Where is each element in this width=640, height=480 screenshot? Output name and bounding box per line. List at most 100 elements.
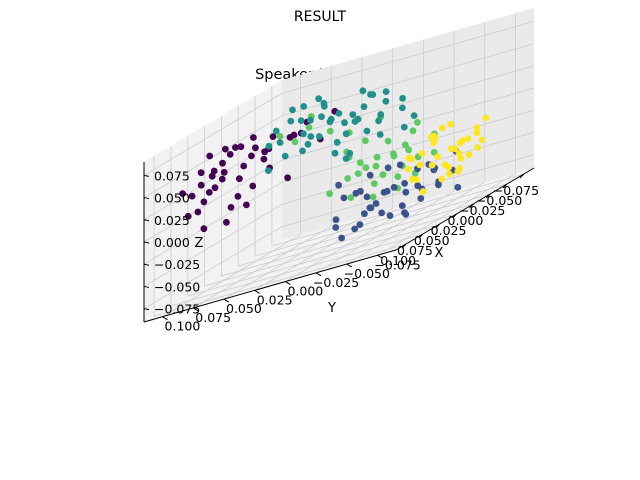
data-point xyxy=(382,88,390,95)
z-grid-line xyxy=(143,20,535,176)
data-point xyxy=(478,136,486,144)
data-point xyxy=(369,193,377,201)
y-tick xyxy=(162,316,168,321)
z-tick xyxy=(143,308,150,311)
axis-labels: −0.075−0.050−0.0250.0000.0250.0500.0750.… xyxy=(154,168,539,333)
y-tick xyxy=(346,263,353,268)
data-point xyxy=(200,198,208,206)
data-point xyxy=(300,103,308,110)
data-point xyxy=(327,115,335,123)
z-grid-line xyxy=(143,154,535,310)
data-point xyxy=(357,187,364,195)
data-point xyxy=(341,119,348,127)
data-point xyxy=(409,127,417,135)
data-point xyxy=(222,145,229,153)
x-grid-line xyxy=(153,156,407,317)
x-axis-line xyxy=(395,167,535,251)
data-point xyxy=(390,183,398,191)
y-grid-line xyxy=(377,13,516,256)
data-point xyxy=(252,144,259,152)
x-grid-line xyxy=(170,146,424,307)
y-grid-line xyxy=(162,74,301,318)
data-point xyxy=(372,162,380,170)
y-tick xyxy=(223,298,230,303)
data-point xyxy=(401,141,409,149)
data-point xyxy=(372,200,380,207)
data-point xyxy=(482,114,490,122)
y-tick-label: −0.075 xyxy=(374,257,420,272)
data-point xyxy=(351,225,359,233)
data-point xyxy=(464,135,472,143)
data-point xyxy=(394,173,402,181)
z-tick xyxy=(143,241,150,244)
data-point xyxy=(197,181,205,189)
data-point xyxy=(456,164,464,172)
data-point xyxy=(290,131,298,139)
data-point xyxy=(428,161,436,169)
x-tick-label: −0.050 xyxy=(476,193,522,208)
data-point xyxy=(234,193,242,200)
data-point xyxy=(445,170,453,178)
z-tick xyxy=(143,174,150,177)
data-point xyxy=(454,183,462,191)
z-grid-line xyxy=(143,43,535,198)
z-tick-label: −0.050 xyxy=(154,279,200,294)
data-point xyxy=(376,131,384,138)
data-point xyxy=(434,153,442,161)
x-grid-line xyxy=(237,106,491,267)
data-point xyxy=(307,133,315,140)
data-point xyxy=(384,137,392,145)
data-point xyxy=(332,216,340,224)
data-point xyxy=(232,144,239,151)
data-point xyxy=(349,111,357,118)
scatter-points xyxy=(179,87,490,242)
data-point xyxy=(332,224,340,231)
data-point xyxy=(375,117,382,125)
data-point xyxy=(210,167,218,175)
data-point xyxy=(362,137,369,145)
data-point xyxy=(390,152,398,160)
data-point xyxy=(402,210,410,218)
data-point xyxy=(356,221,364,229)
data-point xyxy=(399,104,406,112)
y-axis-line xyxy=(143,249,397,323)
data-point xyxy=(276,132,284,140)
data-point xyxy=(335,110,343,117)
data-point xyxy=(369,91,377,98)
y-tick-label: −0.025 xyxy=(313,275,359,290)
data-point xyxy=(398,202,406,210)
y-grid-line xyxy=(223,57,363,300)
data-point xyxy=(430,132,438,140)
figure-suptitle: RESULT xyxy=(294,9,347,25)
data-point xyxy=(226,151,234,158)
y-tick-label: 0.075 xyxy=(195,310,231,325)
data-point xyxy=(386,212,394,220)
data-point xyxy=(265,142,273,150)
data-point xyxy=(218,175,226,183)
data-point xyxy=(344,175,352,182)
data-point xyxy=(194,208,202,216)
data-point xyxy=(360,103,368,111)
x-tick xyxy=(469,203,474,209)
data-point xyxy=(291,138,299,146)
data-point xyxy=(402,188,410,196)
data-point xyxy=(304,140,312,148)
data-point xyxy=(405,146,412,154)
data-point xyxy=(184,212,192,220)
y-tick-label: 0.000 xyxy=(287,284,323,299)
data-point xyxy=(315,95,323,103)
z-tick xyxy=(143,285,150,288)
x-tick-label: 0.000 xyxy=(448,213,484,228)
x-tick xyxy=(452,213,457,219)
data-point xyxy=(362,164,370,172)
data-point xyxy=(363,193,371,201)
x-tick-label: 0.075 xyxy=(397,243,433,258)
z-tick-label: 0.075 xyxy=(154,168,190,183)
z-tick-label: 0.025 xyxy=(154,213,190,228)
data-point xyxy=(361,210,368,218)
z-axis-label: Z xyxy=(195,236,204,251)
data-point xyxy=(287,117,295,125)
data-point xyxy=(377,111,385,118)
z-tick-label: 0.000 xyxy=(154,235,190,250)
data-point xyxy=(240,162,248,170)
